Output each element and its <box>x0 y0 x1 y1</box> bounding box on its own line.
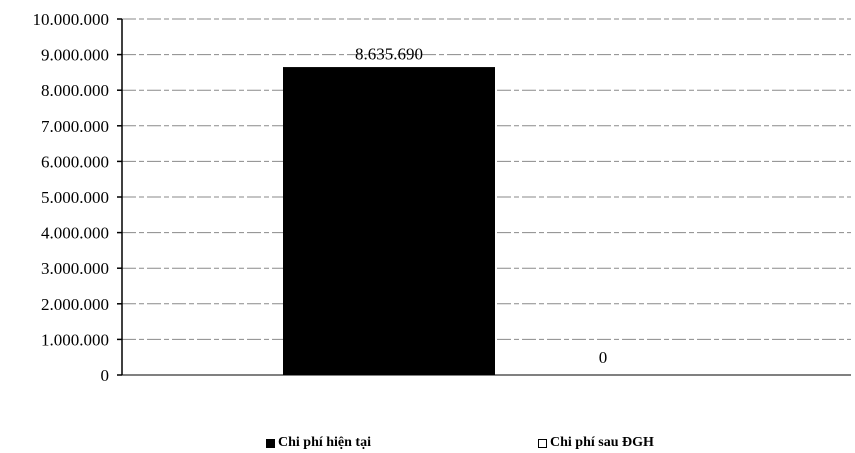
legend-swatch-hollow-icon <box>538 438 547 448</box>
y-tick-label: 4.000.000 <box>41 224 109 243</box>
data-label: 0 <box>599 348 608 367</box>
y-tick-label: 0 <box>101 366 110 385</box>
y-tick-label: 1.000.000 <box>41 330 109 349</box>
y-tick-label: 3.000.000 <box>41 259 109 278</box>
y-tick-label: 2.000.000 <box>41 295 109 314</box>
data-label: 8.635.690 <box>355 45 423 64</box>
y-tick-label: 7.000.000 <box>41 117 109 136</box>
legend-label-current-cost: Chi phí hiện tại <box>278 435 371 450</box>
y-tick-label: 9.000.000 <box>41 46 109 65</box>
legend-label-after-cost: Chi phí sau ĐGH <box>550 435 654 450</box>
legend-item-after-cost: Chi phí sau ĐGH <box>538 433 654 453</box>
legend-item-current-cost: Chi phí hiện tại <box>266 433 371 453</box>
bar <box>283 67 495 376</box>
y-tick-label: 5.000.000 <box>41 188 109 207</box>
y-tick-label: 6.000.000 <box>41 152 109 171</box>
y-tick-label: 8.000.000 <box>41 81 109 100</box>
legend-swatch-filled-icon <box>266 438 275 448</box>
y-tick-label: 10.000.000 <box>33 10 110 29</box>
